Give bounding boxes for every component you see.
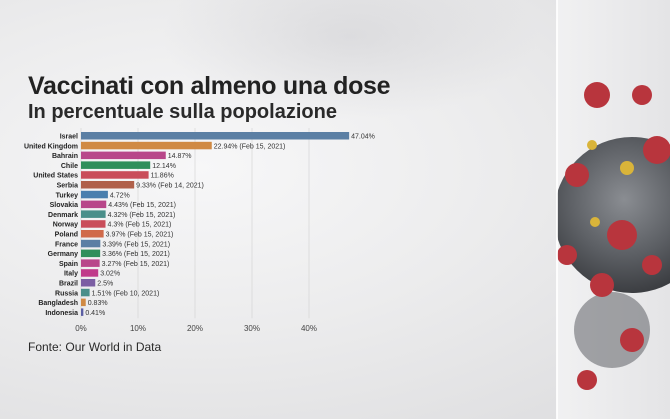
bar — [81, 249, 101, 258]
page-subtitle: In percentuale sulla popolazione — [28, 101, 337, 123]
category-label: Russia — [55, 290, 78, 297]
bar — [81, 132, 350, 140]
bar — [81, 308, 84, 316]
data-label: 3.27% (Feb 15, 2021) — [102, 261, 170, 268]
data-label: 2.5% — [97, 281, 113, 288]
bar — [81, 141, 212, 150]
category-label: France — [55, 241, 78, 248]
category-label: Spain — [59, 261, 78, 268]
bar — [81, 151, 166, 160]
data-label: 0.83% — [88, 300, 108, 307]
bar — [81, 161, 151, 169]
x-tick-label: 10% — [130, 324, 146, 333]
data-label: 12.14% — [152, 163, 176, 170]
category-label: Norway — [53, 222, 78, 229]
data-label: 4.72% — [110, 192, 130, 199]
bar — [81, 288, 90, 297]
category-label: Denmark — [48, 212, 78, 219]
data-label: 3.97% (Feb 15, 2021) — [106, 232, 174, 239]
data-label: 3.02% — [100, 271, 120, 278]
category-label: Slovakia — [50, 202, 79, 209]
category-label: Bangladesh — [38, 300, 78, 307]
data-label: 1.51% (Feb 10, 2021) — [92, 290, 160, 297]
data-label: 11.86% — [151, 173, 174, 180]
data-label: 47.04% — [351, 134, 375, 141]
bar — [81, 220, 106, 228]
category-label: Israel — [60, 134, 78, 141]
data-label: 9.33% (Feb 14, 2021) — [136, 183, 204, 190]
data-label: 0.41% — [85, 310, 105, 317]
category-label: Brazil — [59, 281, 78, 288]
category-label: Serbia — [57, 183, 79, 190]
category-label: Turkey — [56, 192, 79, 199]
category-label: Indonesia — [45, 310, 78, 317]
page-title: Vaccinati con almeno una dose — [28, 72, 391, 100]
data-label: 4.3% (Feb 15, 2021) — [108, 222, 172, 229]
data-label: 3.39% (Feb 15, 2021) — [102, 241, 170, 248]
data-label: 3.36% (Feb 15, 2021) — [102, 251, 170, 258]
bar — [81, 200, 107, 209]
bar — [81, 298, 86, 307]
bar — [81, 239, 101, 248]
x-tick-label: 20% — [187, 324, 203, 333]
x-tick-label: 30% — [244, 324, 260, 333]
source-note: Fonte: Our World in Data — [28, 340, 162, 354]
bar-chart: 0% 10% 20% 30% 40% Israel 47.04% United Kingdom… — [24, 128, 375, 333]
category-label: Germany — [48, 251, 78, 258]
x-tick-label: 0% — [75, 324, 87, 333]
bar — [81, 259, 100, 267]
category-label: Italy — [64, 271, 78, 278]
bar — [81, 190, 108, 199]
category-label: United Kingdom — [24, 143, 78, 150]
data-label: 4.32% (Feb 15, 2021) — [108, 212, 176, 219]
coronavirus-icon — [557, 82, 670, 390]
category-label: Chile — [61, 163, 78, 170]
bar — [81, 171, 149, 179]
x-tick-label: 40% — [301, 324, 317, 333]
bar — [81, 181, 135, 189]
category-label: Bahrain — [52, 153, 78, 160]
data-label: 22.94% (Feb 15, 2021) — [214, 143, 286, 150]
virus-illustration — [557, 0, 670, 419]
bar — [81, 230, 104, 238]
data-label: 14.87% — [168, 153, 192, 160]
bar — [81, 210, 106, 218]
world-map-background — [160, 0, 540, 120]
category-label: United States — [33, 173, 78, 180]
bar — [81, 279, 96, 287]
data-label: 4.43% (Feb 15, 2021) — [108, 202, 176, 209]
category-label: Poland — [55, 232, 78, 239]
bar — [81, 269, 99, 277]
panel-divider — [556, 0, 558, 419]
